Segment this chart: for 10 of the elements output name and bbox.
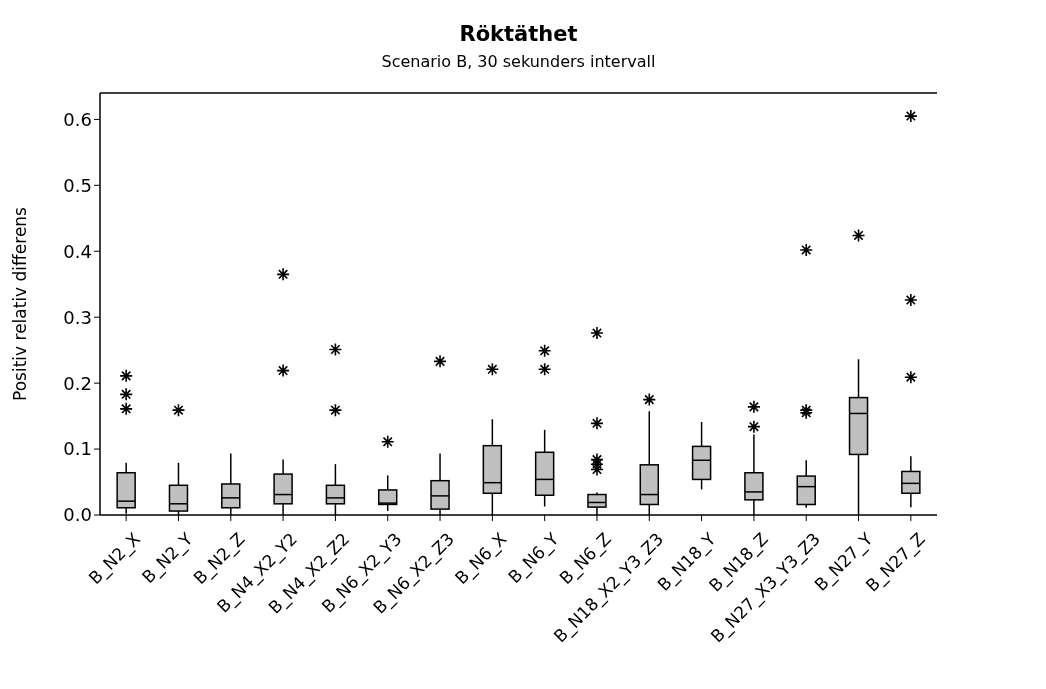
y-tick-label: 0.5: [63, 174, 92, 196]
y-tick-label: 0.4: [63, 240, 92, 262]
y-axis-title: Positiv relativ differens: [10, 206, 31, 401]
y-tick-label: 0.1: [63, 438, 92, 460]
y-tick-label: 0.3: [63, 306, 92, 328]
y-tick-label: 0.2: [63, 372, 92, 394]
chart-title: Röktäthet: [458, 22, 579, 46]
y-tick-label: 0.6: [63, 108, 92, 130]
chart-subtitle: Scenario B, 30 sekunders intervall: [380, 52, 657, 71]
y-tick-label: 0.0: [63, 504, 92, 526]
